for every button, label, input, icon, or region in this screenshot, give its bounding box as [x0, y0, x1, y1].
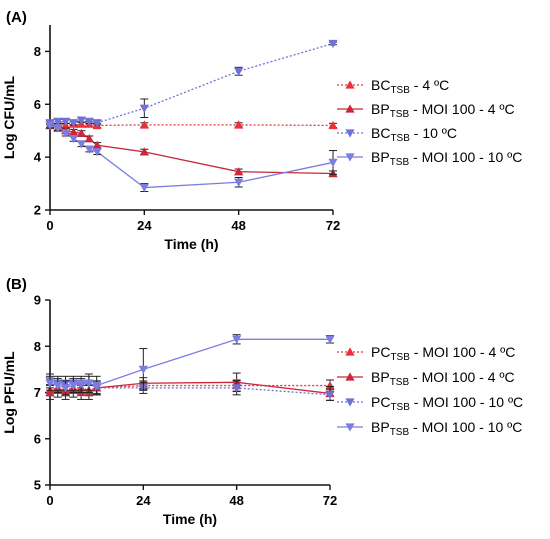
- data-point: [53, 124, 63, 133]
- data-point: [139, 183, 149, 193]
- y-tick-label: 8: [34, 44, 41, 59]
- x-tick-label: 48: [231, 218, 245, 233]
- data-point: [234, 178, 244, 187]
- x-tick-label: 0: [46, 218, 53, 233]
- y-axis-title: Log PFU/mL: [1, 351, 17, 434]
- data-point: [325, 391, 335, 400]
- data-point: [68, 127, 79, 136]
- data-point: [68, 134, 79, 144]
- series-line: [49, 384, 330, 391]
- data-point: [84, 379, 94, 388]
- x-tick-label: 24: [136, 493, 151, 508]
- series-line: [49, 380, 331, 396]
- data-point: [76, 379, 86, 388]
- x-axis-title: Time (h): [163, 511, 217, 527]
- series-3: [45, 39, 338, 128]
- data-point: [92, 381, 102, 391]
- chart-panel-b: 5 6 7 8 9 0 24 48 72 Time (h) Log PFU/mL PCTSB - MO…: [1, 293, 523, 528]
- series-line: [49, 124, 334, 189]
- y-tick-label: 6: [34, 97, 41, 112]
- series-line: [49, 123, 334, 127]
- panel-b-label: (B): [6, 276, 27, 293]
- legend-marker: [345, 372, 355, 381]
- data-point: [76, 128, 87, 138]
- data-point: [53, 117, 63, 127]
- data-point: [234, 120, 244, 129]
- data-point: [92, 140, 102, 149]
- data-point: [92, 148, 102, 157]
- data-point: [232, 335, 242, 344]
- data-point: [234, 167, 244, 176]
- legend-label: PCTSB - MOI 100 - 10 ºC: [371, 394, 523, 413]
- data-point: [61, 117, 71, 127]
- series-4: [45, 121, 338, 193]
- data-point: [84, 117, 94, 127]
- x-tick-label: 0: [46, 493, 53, 508]
- series-line: [49, 124, 334, 175]
- y-tick-label: 9: [34, 293, 41, 308]
- series-line: [49, 338, 330, 389]
- data-point: [139, 120, 149, 129]
- legend-label: BCTSB - 4 ºC: [371, 77, 449, 96]
- y-tick-label: 7: [34, 385, 41, 400]
- data-point: [45, 387, 55, 397]
- y-tick-label: 4: [34, 150, 42, 165]
- data-point: [61, 129, 71, 138]
- data-point: [139, 147, 149, 156]
- data-point: [84, 134, 94, 143]
- data-point: [92, 119, 102, 128]
- legend-label: BPTSB - MOI 100 - 4 ºC: [371, 101, 515, 120]
- data-point: [325, 380, 335, 390]
- data-point: [328, 39, 338, 49]
- y-tick-label: 8: [34, 339, 41, 354]
- data-point: [76, 116, 87, 125]
- legend-marker: [345, 398, 355, 407]
- data-point: [45, 379, 55, 388]
- series-4: [45, 334, 335, 396]
- data-point: [84, 145, 94, 154]
- legend-label: BCTSB - 10 ºC: [371, 125, 457, 144]
- legend-label: BPTSB - MOI 100 - 10 ºC: [371, 149, 522, 168]
- series-line: [49, 42, 334, 124]
- legend-marker: [345, 153, 355, 162]
- legend-marker: [345, 347, 355, 356]
- y-tick-label: 2: [34, 203, 41, 218]
- data-point: [328, 120, 338, 130]
- legend-marker: [345, 423, 355, 432]
- y-axis-title: Log CFU/mL: [1, 75, 17, 159]
- data-point: [328, 158, 338, 168]
- x-axis-title: Time (h): [164, 236, 218, 252]
- y-tick-label: 5: [34, 478, 41, 493]
- legend-label: PCTSB - MOI 100 - 4 ºC: [371, 344, 515, 363]
- data-point: [232, 384, 242, 393]
- data-point: [53, 381, 63, 391]
- panel-a-label: (A): [6, 9, 27, 26]
- legend-label: BPTSB - MOI 100 - 4 ºC: [371, 369, 515, 388]
- y-tick-label: 6: [34, 431, 41, 446]
- legend-marker: [345, 80, 355, 89]
- legend-label: BPTSB - MOI 100 - 10 ºC: [371, 419, 522, 438]
- data-point: [68, 381, 78, 391]
- data-point: [45, 121, 55, 131]
- x-tick-label: 72: [323, 493, 337, 508]
- data-point: [139, 104, 149, 113]
- data-point: [76, 140, 87, 149]
- data-point: [60, 384, 71, 393]
- data-point: [138, 365, 148, 374]
- data-point: [68, 119, 79, 128]
- x-tick-label: 72: [326, 218, 340, 233]
- data-point: [325, 335, 335, 344]
- x-tick-label: 24: [137, 218, 152, 233]
- legend-marker: [345, 104, 355, 113]
- x-tick-label: 48: [229, 493, 243, 508]
- data-point: [234, 67, 244, 76]
- legend-marker: [345, 129, 355, 138]
